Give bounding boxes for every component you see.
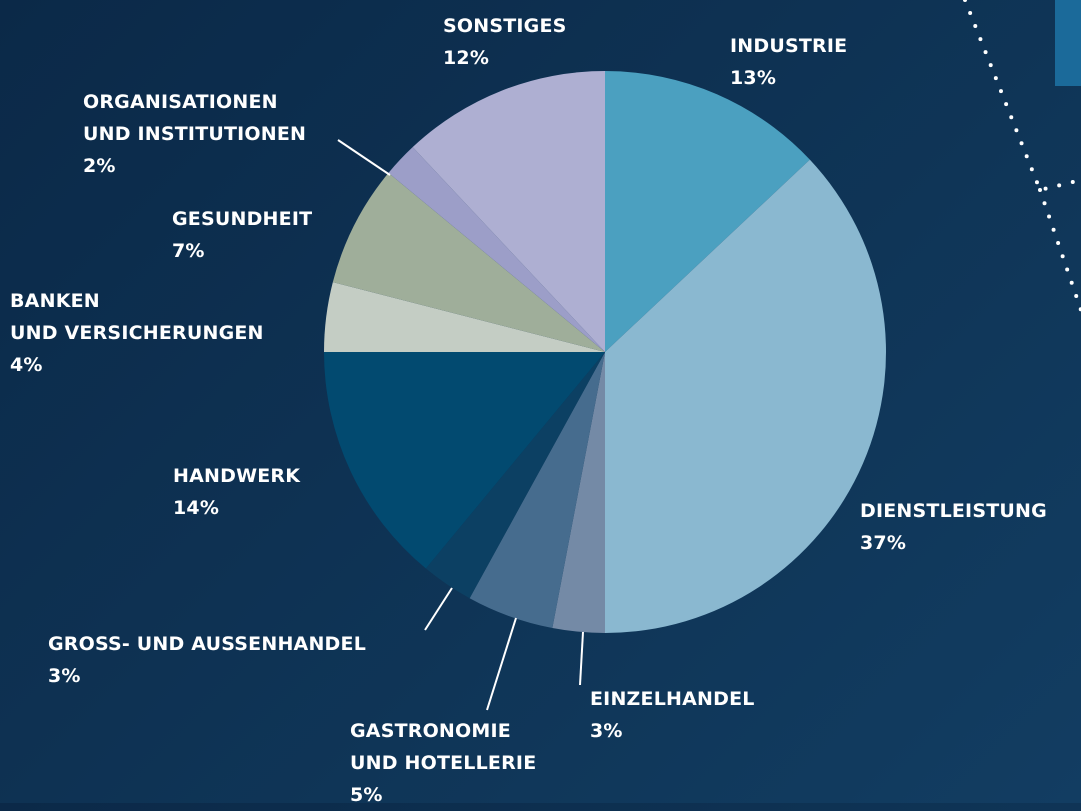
category-label: HANDWERK [173,465,301,487]
slice-label: GASTRONOMIE UND HOTELLERIE 5% [350,715,536,811]
pie-slice [605,71,810,352]
slice-label: DIENSTLEISTUNG 37% [860,495,1047,559]
decor-block [1055,0,1081,86]
category-label: SONSTIGES [443,15,567,37]
pie-slice [469,352,605,629]
value-label: 5% [350,784,383,806]
value-label: 3% [590,720,623,742]
category-label: GESUNDHEIT [172,208,313,230]
slice-label: GROSS- UND AUSSENHANDEL 3% [48,628,366,692]
pie-slice [324,352,605,569]
category-label: BANKEN UND VERSICHERUNGEN [10,290,264,344]
leader-line [579,631,584,686]
value-label: 7% [172,240,205,262]
slice-label: BANKEN UND VERSICHERUNGEN 4% [10,285,264,381]
value-label: 3% [48,665,81,687]
category-label: INDUSTRIE [730,35,848,57]
slice-label: INDUSTRIE 13% [730,30,847,94]
value-label: 4% [10,354,43,376]
pie-slice [552,352,605,633]
slice-label: SONSTIGES 12% [443,10,567,74]
slice-label: ORGANISATIONEN UND INSTITUTIONEN 2% [83,86,306,182]
value-label: 2% [83,155,116,177]
value-label: 37% [860,532,907,554]
pie-slice [332,172,605,352]
pie-slice [425,352,605,599]
slice-label: EINZELHANDEL 3% [590,683,755,747]
slice-label: GESUNDHEIT 7% [172,203,312,267]
slice-label: HANDWERK 14% [173,460,300,524]
pie-slice [605,159,886,633]
decor-dots [963,0,1081,312]
pie-slice [388,147,605,352]
category-label: GROSS- UND AUSSENHANDEL [48,633,367,655]
value-label: 13% [730,67,777,89]
category-label: DIENSTLEISTUNG [860,500,1047,522]
category-label: GASTRONOMIE UND HOTELLERIE [350,720,537,774]
value-label: 12% [443,47,490,69]
value-label: 14% [173,497,220,519]
pie-slice [412,71,605,352]
leader-line [424,587,453,631]
leader-line [486,617,517,711]
pie-slice [324,282,605,352]
category-label: ORGANISATIONEN UND INSTITUTIONEN [83,91,307,145]
leader-line [337,139,391,176]
category-label: EINZELHANDEL [590,688,755,710]
